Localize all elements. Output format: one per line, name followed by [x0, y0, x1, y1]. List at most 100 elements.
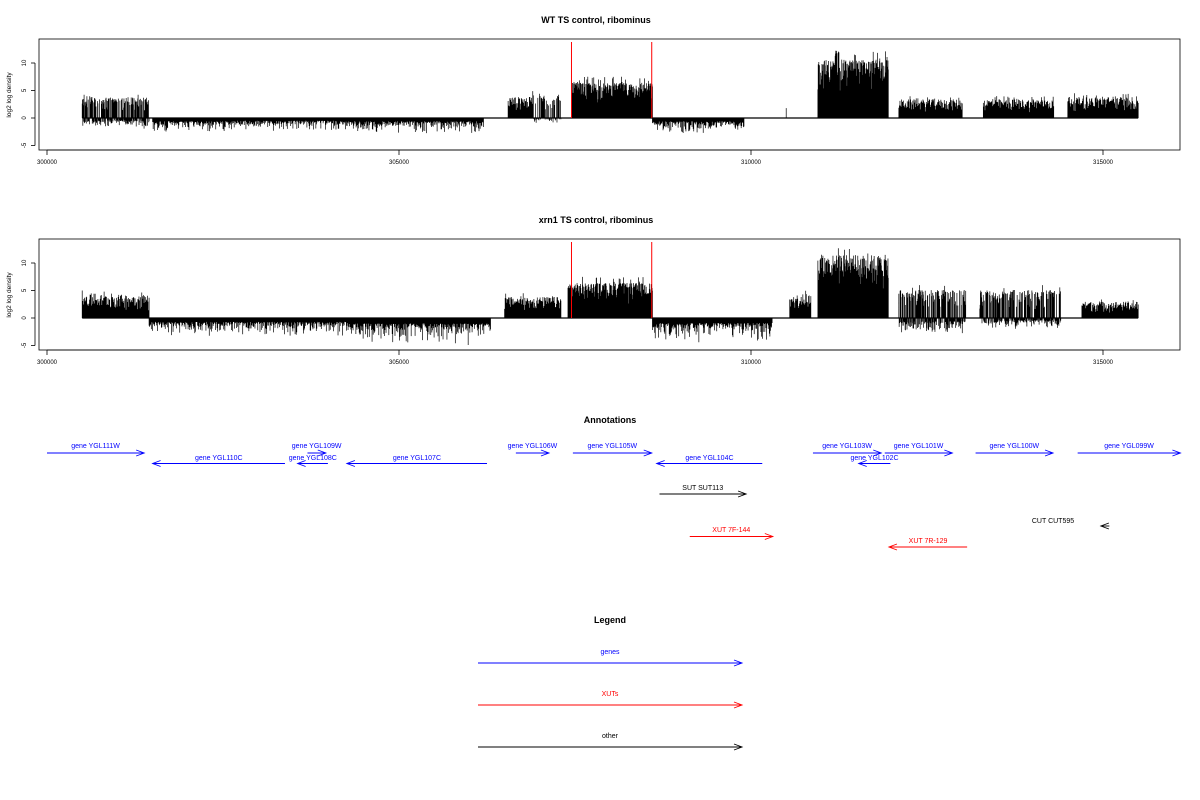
legend-item: XUTs — [478, 691, 744, 709]
annotation-arrowhead — [317, 449, 328, 457]
annotations-title: Annotations — [584, 415, 637, 425]
annotation-label: gene YGL107C — [393, 455, 441, 462]
annotation-label: gene YGL111W — [71, 443, 120, 450]
annotation-arrowhead — [944, 449, 954, 457]
annotation-label: gene YGL105W — [587, 443, 637, 450]
wt-density-panel: WT TS control, ribominus log2 log densit… — [6, 15, 1181, 166]
y-tick-label: 5 — [22, 88, 28, 92]
annotation-feature: SUT SUT113 — [659, 485, 748, 498]
annotation-feature: gene YGL103W — [812, 443, 883, 457]
legend-arrowhead — [733, 701, 744, 709]
legend-items: genes XUTs other — [478, 649, 744, 751]
density-bars-region — [898, 96, 963, 118]
xrn1-density-panel: xrn1 TS control, ribominus log2 log dens… — [6, 215, 1181, 366]
annotation-arrowhead — [345, 460, 356, 467]
annotation-features: gene YGL111W gene YGL110C gene YGL109W gene… — [47, 443, 1182, 551]
wt-region-markers — [570, 42, 653, 118]
annotation-arrowhead — [1099, 522, 1110, 530]
annotation-arrowhead — [873, 449, 883, 457]
annotation-feature: gene YGL111W — [47, 443, 146, 457]
x-tick-label: 310000 — [741, 160, 762, 166]
annotation-label: gene YGL104C — [685, 455, 733, 462]
density-bars-region — [567, 276, 653, 318]
annotation-label: gene YGL100W — [989, 443, 1039, 450]
x-tick-label: 315000 — [1093, 160, 1114, 166]
density-bars-region — [152, 118, 224, 132]
density-bars-region — [81, 94, 150, 129]
annotation-label: gene YGL102C — [850, 455, 898, 462]
wt-panel-title: WT TS control, ribominus — [541, 15, 651, 25]
annotation-feature: gene YGL102C — [850, 455, 899, 467]
annotation-feature: XUT 7R-129 — [887, 538, 968, 551]
x-tick-label: 305000 — [389, 160, 410, 166]
density-bars-region — [222, 118, 344, 131]
annotation-label: gene YGL106W — [508, 443, 558, 450]
xrn1-density-bars — [81, 248, 1139, 345]
legend: Legend genes XUTs other — [478, 615, 744, 751]
density-bars-region — [817, 248, 889, 318]
annotation-feature: gene YGL110C — [151, 455, 285, 467]
density-bars-region — [652, 118, 745, 133]
xrn1-region-markers — [570, 242, 653, 318]
annotation-feature: gene YGL104C — [655, 455, 763, 467]
annotation-arrowhead — [296, 460, 306, 467]
density-bars-region — [148, 318, 351, 336]
y-tick-label: 10 — [22, 259, 28, 266]
annotation-arrowhead — [655, 460, 665, 467]
density-bars-region — [982, 96, 1055, 118]
x-tick-label: 315000 — [1093, 360, 1114, 366]
density-bars-region — [81, 290, 150, 318]
annotation-label: SUT SUT113 — [682, 485, 723, 492]
density-bars-region — [504, 293, 562, 318]
annotation-feature: gene YGL106W — [508, 443, 558, 457]
annotation-feature: CUT CUT595 — [1032, 518, 1110, 530]
legend-title: Legend — [594, 615, 626, 625]
density-bars-region — [507, 97, 534, 118]
xrn1-y-axis-label: log2 log density — [6, 272, 13, 318]
annotation-arrowhead — [737, 490, 748, 498]
xrn1-panel-title: xrn1 TS control, ribominus — [539, 215, 654, 225]
annotation-arrowhead — [1172, 449, 1182, 457]
x-tick-label: 300000 — [37, 160, 58, 166]
annotation-label: CUT CUT595 — [1032, 518, 1074, 525]
annotation-feature: XUT 7F-144 — [689, 527, 775, 540]
annotation-arrowhead — [540, 449, 551, 457]
annotation-label: gene YGL109W — [292, 443, 342, 450]
density-bars-region — [532, 91, 562, 123]
density-bars-region — [898, 285, 967, 334]
annotation-label: gene YGL103W — [822, 443, 872, 450]
annotation-arrowhead — [151, 460, 161, 467]
density-bars-region — [1067, 93, 1139, 118]
density-bars-region — [1081, 299, 1139, 318]
legend-arrowhead — [733, 659, 744, 667]
y-tick-label: -5 — [22, 342, 28, 348]
y-tick-label: 5 — [22, 288, 28, 292]
annotation-arrowhead — [887, 543, 898, 551]
annotation-label: gene YGL099W — [1104, 443, 1154, 450]
legend-label: genes — [600, 649, 620, 656]
wt-axis-ticks: 300000 305000 310000 315000 -5 0 5 10 — [22, 59, 1114, 166]
annotation-feature: gene YGL108C — [289, 455, 337, 467]
density-bars-region — [789, 290, 812, 318]
annotation-arrowhead — [643, 449, 654, 457]
density-bars-region — [349, 318, 491, 345]
density-bars-region — [342, 118, 484, 134]
density-bars-region — [979, 285, 1062, 329]
legend-label: other — [602, 733, 619, 740]
legend-item: other — [478, 733, 744, 751]
y-tick-label: 0 — [22, 116, 28, 120]
annotation-feature: gene YGL105W — [572, 443, 654, 457]
legend-item: genes — [478, 649, 744, 667]
annotation-arrowhead — [135, 449, 146, 457]
annotation-feature: gene YGL100W — [975, 443, 1055, 457]
density-bars-region — [652, 318, 773, 343]
annotation-label: gene YGL110C — [195, 455, 243, 462]
annotation-label: gene YGL108C — [289, 455, 337, 462]
annotation-label: XUT 7R-129 — [909, 538, 948, 545]
y-tick-label: 10 — [22, 59, 28, 66]
x-tick-label: 300000 — [37, 360, 58, 366]
y-tick-label: 0 — [22, 316, 28, 320]
density-bars-region — [817, 50, 889, 118]
